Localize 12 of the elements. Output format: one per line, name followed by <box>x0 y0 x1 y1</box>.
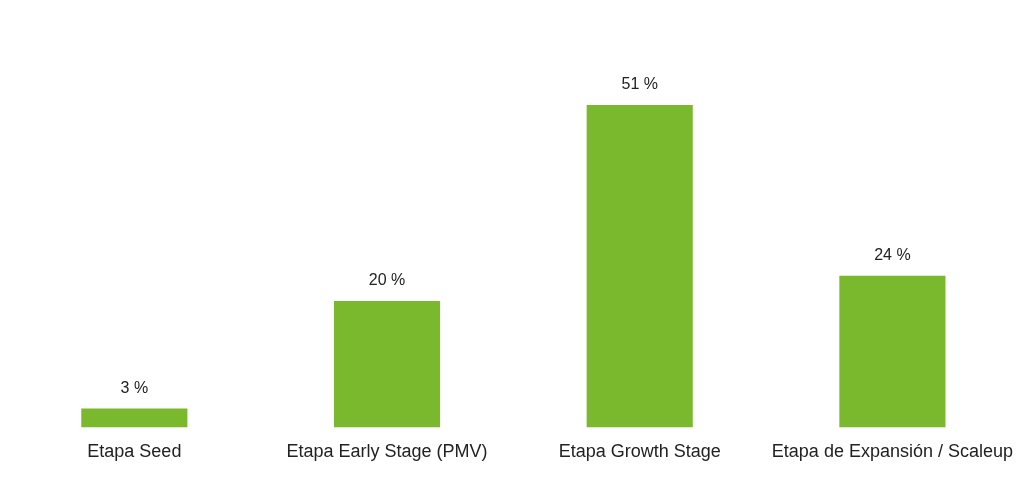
x-tick-label: Etapa Seed <box>87 441 182 462</box>
data-label: 20 % <box>368 271 406 289</box>
data-label: 3 % <box>120 378 149 396</box>
data-label: 51 % <box>621 75 658 93</box>
bar <box>333 300 441 428</box>
x-tick-label: Etapa Growth Stage <box>558 441 721 462</box>
x-tick-label: Etapa de Expansión / Scaleup <box>771 441 1013 462</box>
bar <box>81 408 188 428</box>
data-label: 24 % <box>874 246 911 264</box>
bar <box>586 104 693 428</box>
bar <box>839 275 946 428</box>
x-tick-label: Etapa Early Stage (PMV) <box>286 441 488 462</box>
